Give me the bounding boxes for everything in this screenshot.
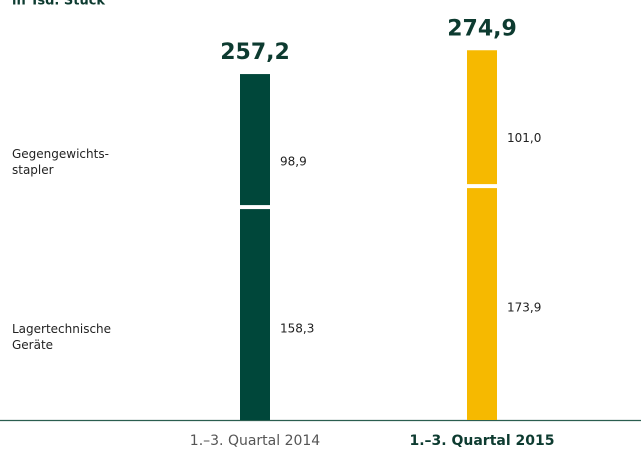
bar-segment	[240, 209, 270, 420]
total-label: 257,2	[220, 40, 290, 65]
total-label: 274,9	[447, 16, 517, 41]
bar-segment	[467, 50, 497, 185]
category-label: 1.–3. Quartal 2014	[190, 433, 321, 449]
bar-segment	[467, 188, 497, 420]
category-label: 1.–3. Quartal 2015	[410, 433, 555, 449]
series-label: Lagertechnische Geräte	[12, 322, 112, 353]
bar-segment	[240, 74, 270, 206]
value-label: 158,3	[280, 322, 314, 336]
value-label: 173,9	[507, 301, 541, 315]
subtitle: in Tsd. Stück	[12, 0, 105, 9]
value-label: 98,9	[280, 155, 307, 169]
series-label: Gegengewichts- stapler	[12, 147, 109, 178]
value-label: 101,0	[507, 131, 541, 145]
